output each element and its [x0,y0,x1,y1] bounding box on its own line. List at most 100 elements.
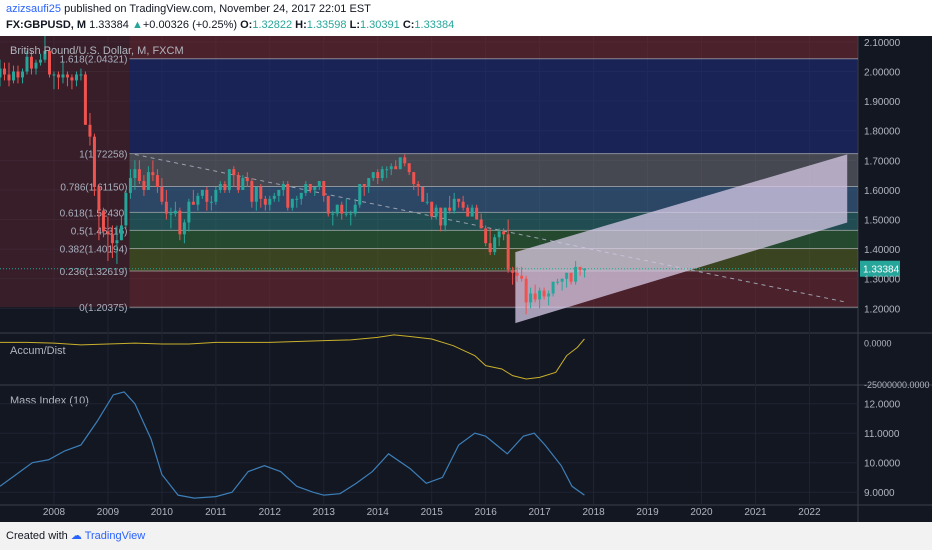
fib-band-top [129,36,859,59]
candle-body-115 [515,272,519,276]
candle-body-127 [569,272,573,282]
candle-body-90 [403,157,407,164]
candle-body-13 [56,74,60,78]
candle-body-122 [547,293,551,297]
price-tick-2.10000: 2.10000 [864,38,901,49]
mass-tick-12.0000: 12.0000 [864,400,901,411]
candle-body-59 [263,198,267,205]
change-arrow-icon: ▲ [131,19,143,31]
author-link[interactable]: azizsaufi25 [6,3,62,15]
mass-index-line [0,391,585,499]
candle-body-37 [164,201,168,214]
candle-body-42 [187,201,191,223]
candle-body-54 [241,178,245,190]
candle-body-47 [209,201,213,203]
low-value: 1.30391 [359,19,400,31]
chart-canvas[interactable]: 1.618(2.04321)1(1.72258)0.786(1.61150)0.… [0,36,932,522]
fib-level-label-3: 0.618(1.52430) [60,208,128,219]
candle-body-89 [398,157,402,170]
x-tick-2013: 2013 [313,507,336,518]
candle-body-85 [380,169,384,179]
candle-body-43 [191,201,195,205]
candle-body-10 [43,50,47,60]
candle-body-14 [61,74,65,78]
candle-body-19 [83,74,87,125]
candle-body-27 [119,225,123,241]
candle-body-73 [326,195,330,214]
x-tick-2018: 2018 [582,507,605,518]
candle-body-82 [367,178,371,187]
candle-body-4 [16,71,20,78]
candle-body-77 [344,213,348,215]
open-label: O: [240,19,253,31]
candle-body-107 [479,219,483,229]
candle-body-128 [574,266,578,282]
price-tick-2.00000: 2.00000 [864,68,901,79]
x-tick-2009: 2009 [97,507,120,518]
price-pane-title: British Pound/U.S. Dollar, M, FXCM [10,45,184,57]
candle-body-119 [533,293,537,300]
candle-body-76 [340,204,344,214]
candle-body-121 [542,290,546,297]
candle-body-31 [137,169,141,182]
candle-body-69 [308,184,312,190]
candle-body-79 [353,204,357,214]
regression-channel [515,154,848,324]
candle-body-109 [488,243,492,253]
candle-body-34 [151,172,155,176]
candle-body-96 [430,201,434,217]
published-text: published on TradingView.com, November 2… [64,3,371,15]
candle-body-48 [214,189,218,202]
chart-header: azizsaufi25 published on TradingView.com… [0,0,932,36]
candle-body-97 [434,207,438,217]
x-tick-2022: 2022 [798,507,821,518]
candle-body-68 [304,184,308,193]
candle-body-84 [376,172,380,179]
candle-body-50 [223,184,227,190]
candle-body-28 [124,192,128,226]
candle-body-11 [47,50,51,75]
candle-body-116 [520,275,524,279]
candle-body-9 [38,59,42,63]
candle-body-112 [502,231,506,235]
candle-body-95 [425,201,429,203]
candle-body-40 [178,210,182,235]
candle-body-120 [538,290,542,300]
tradingview-brand[interactable]: TradingView [84,530,146,542]
price-tick-1.20000: 1.20000 [864,304,901,315]
accum-tick--25000000.0000: -25000000.0000 [864,380,930,390]
candle-body-60 [268,198,272,205]
trend-line [134,153,848,303]
candle-body-57 [254,186,258,202]
change-value: +0.00326 (+0.25%) [142,19,238,31]
candle-body-55 [245,178,249,182]
candle-body-103 [461,201,465,208]
candle-body-45 [200,189,204,196]
candle-body-125 [560,278,564,282]
x-tick-2017: 2017 [528,507,551,518]
candle-body-12 [52,74,56,76]
candle-body-80 [358,184,362,205]
candle-body-29 [128,178,132,193]
candle-body-104 [466,207,470,217]
fib-band-1 [129,153,859,187]
fib-level-label-7: 0(1.20375) [79,303,127,314]
fib-band-left [0,36,130,308]
candle-body-83 [371,172,375,179]
candle-body-72 [322,181,326,196]
fib-level-label-5: 0.382(1.40194) [60,245,128,256]
price-tick-1.70000: 1.70000 [864,156,901,167]
x-tick-2014: 2014 [367,507,390,518]
open-value: 1.32822 [252,19,293,31]
fib-band-6 [129,270,859,308]
candle-body-98 [439,207,443,226]
candle-body-88 [394,166,398,170]
candle-body-24 [106,231,110,235]
x-tick-2020: 2020 [690,507,713,518]
candle-body-113 [506,234,510,270]
x-tick-2011: 2011 [205,507,227,518]
x-tick-2019: 2019 [636,507,659,518]
last-price: 1.33384 [89,19,129,31]
mass-tick-10.0000: 10.0000 [864,459,901,470]
candle-body-114 [511,269,515,273]
